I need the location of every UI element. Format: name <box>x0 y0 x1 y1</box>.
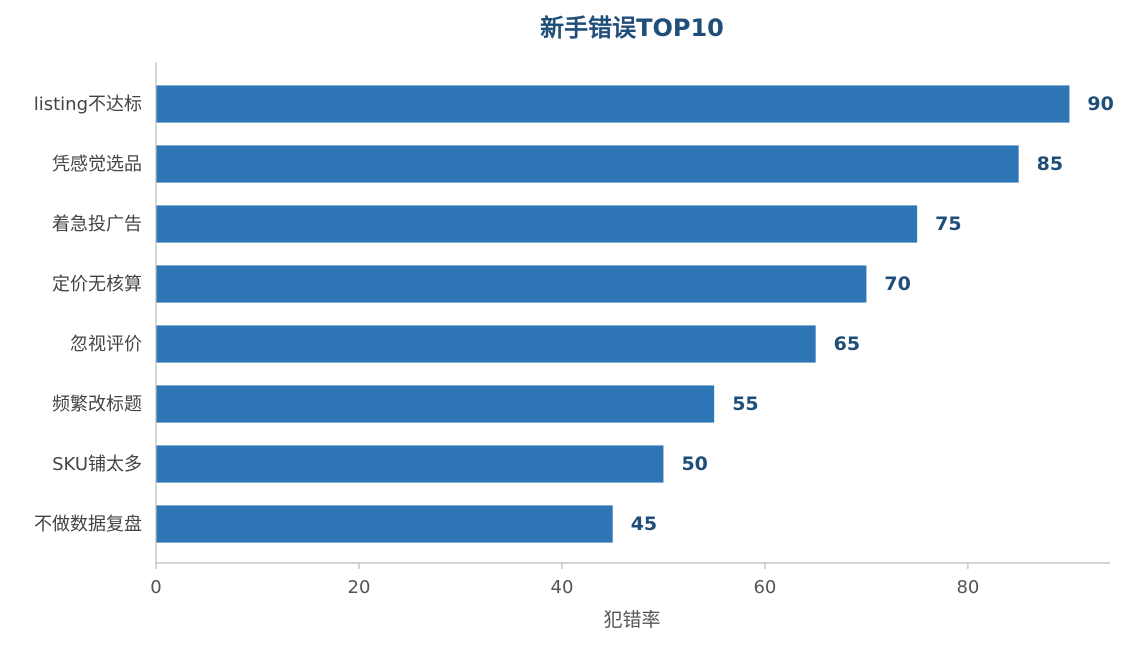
bars-group <box>156 85 1070 543</box>
bar <box>156 505 613 543</box>
category-label: 凭感觉选品 <box>52 154 142 175</box>
x-tick-label: 40 <box>551 577 574 598</box>
x-tick-label: 0 <box>150 577 161 598</box>
value-label: 70 <box>884 273 910 295</box>
x-tick-label: 80 <box>956 577 979 598</box>
value-labels-group: 90 85 75 70 65 55 50 45 <box>631 93 1114 535</box>
bar <box>156 205 918 243</box>
category-label: 忽视评价 <box>70 334 142 355</box>
value-label: 75 <box>935 213 961 235</box>
value-label: 55 <box>732 393 758 415</box>
value-label: 50 <box>681 453 707 475</box>
bar <box>156 445 664 483</box>
value-label: 45 <box>631 513 657 535</box>
bar <box>156 325 816 363</box>
category-label: 着急投广告 <box>52 214 142 235</box>
x-tick-label: 20 <box>348 577 371 598</box>
bar <box>156 265 867 303</box>
value-label: 90 <box>1087 93 1113 115</box>
value-label: 85 <box>1037 153 1063 175</box>
bar <box>156 145 1019 183</box>
x-axis-label: 犯错率 <box>603 609 660 631</box>
category-label: 不做数据复盘 <box>34 514 142 535</box>
category-label: 定价无核算 <box>52 274 142 295</box>
bar <box>156 385 715 423</box>
category-label: SKU铺太多 <box>52 454 142 475</box>
x-ticks-group: 0 20 40 60 80 <box>150 563 979 598</box>
category-label: 频繁改标题 <box>52 394 142 415</box>
bar <box>156 85 1070 123</box>
x-tick-label: 60 <box>753 577 776 598</box>
value-label: 65 <box>834 333 860 355</box>
category-label: listing不达标 <box>34 94 142 115</box>
chart-title: 新手错误TOP10 <box>540 14 724 42</box>
